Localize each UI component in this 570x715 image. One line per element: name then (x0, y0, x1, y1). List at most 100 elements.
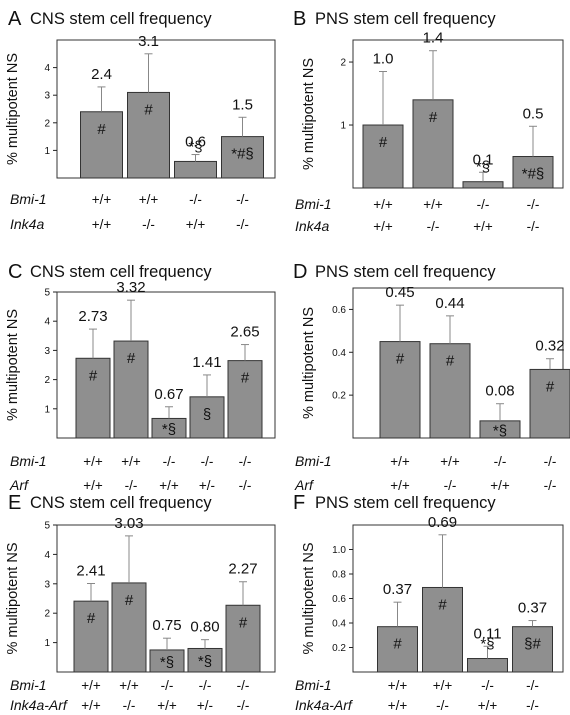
significance-mark: # (97, 121, 106, 138)
y-axis-label: % multipotent NS (5, 309, 21, 421)
panel-title: PNS stem cell frequency (315, 263, 496, 281)
genotype-row-label: Arf (294, 477, 315, 493)
bar (377, 626, 418, 673)
panel-letter: F (293, 492, 305, 514)
significance-mark: *§ (476, 159, 490, 176)
significance-mark: *§ (493, 422, 507, 439)
value-label: 0.69 (428, 514, 457, 531)
value-label: 0.67 (154, 386, 183, 403)
bar (221, 136, 264, 179)
bar (462, 181, 504, 189)
genotype-value: +/+ (157, 698, 177, 713)
y-tick-label: 0.4 (332, 348, 346, 359)
significance-mark: # (393, 636, 402, 653)
y-tick-label: 2 (44, 375, 50, 386)
panel-c: C CNS stem cell frequency % multipotent NS… (5, 261, 276, 493)
genotype-row-label: Ink4a-Arf (10, 697, 69, 713)
genotype-value: -/- (494, 454, 507, 469)
genotype-value: -/- (239, 478, 252, 493)
value-label: 1.4 (423, 30, 444, 47)
genotype-value: -/- (239, 454, 252, 469)
y-tick-label: 1 (44, 638, 50, 649)
value-label: 3.03 (114, 515, 143, 532)
genotype-value: +/+ (83, 478, 103, 493)
plot-area (352, 39, 564, 189)
significance-mark: *§ (188, 138, 202, 155)
y-tick-label: 3 (44, 91, 50, 102)
significance-mark: # (239, 614, 248, 631)
y-tick-label: 3 (44, 579, 50, 590)
significance-mark: §# (524, 636, 541, 653)
value-label: 0.32 (535, 338, 564, 355)
y-axis-label: % multipotent NS (301, 307, 317, 419)
genotype-value: -/- (436, 698, 449, 713)
value-label: 0.6 (185, 134, 206, 151)
bar (75, 357, 111, 439)
panel-a: A CNS stem cell frequency % multipotent NS… (5, 8, 276, 232)
genotype-row-label: Bmi-1 (295, 196, 332, 212)
significance-mark: *§ (480, 636, 494, 653)
panel-title: PNS stem cell frequency (315, 10, 496, 28)
genotype-value: -/- (199, 678, 212, 693)
genotype-value: -/- (189, 192, 202, 207)
genotype-value: -/- (163, 454, 176, 469)
genotype-value: +/+ (373, 197, 393, 212)
y-tick-label: 1 (44, 404, 50, 415)
y-axis-label: % multipotent NS (301, 542, 317, 654)
genotype-value: -/- (477, 197, 490, 212)
bar (529, 368, 570, 439)
genotype-value: +/+ (473, 219, 493, 234)
significance-mark: *#§ (231, 146, 254, 163)
genotype-value: -/- (142, 217, 155, 232)
y-tick-label: 0.4 (332, 619, 346, 630)
bar (512, 156, 554, 189)
genotype-value: +/+ (81, 698, 101, 713)
genotype-row-label: Ink4a (10, 216, 44, 232)
significance-mark: # (87, 610, 96, 627)
genotype-value: +/+ (139, 192, 159, 207)
significance-mark: # (396, 351, 405, 368)
y-tick-label: 3 (44, 346, 50, 357)
genotype-value: -/- (526, 698, 539, 713)
significance-mark: # (446, 353, 455, 370)
genotype-value: -/- (201, 454, 214, 469)
genotype-value: +/+ (433, 678, 453, 693)
panel-title: CNS stem cell frequency (30, 263, 212, 281)
genotype-value: +/+ (388, 678, 408, 693)
genotype-row-label: Ink4a-Arf (295, 697, 354, 713)
genotype-value: -/- (544, 478, 557, 493)
genotype-row-label: Bmi-1 (10, 453, 47, 469)
significance-mark: # (438, 596, 447, 613)
bar (73, 600, 109, 673)
genotype-value: +/+ (186, 217, 206, 232)
value-label: 1.5 (232, 96, 253, 113)
bar (429, 343, 471, 439)
value-label: 0.08 (485, 383, 514, 400)
significance-mark: # (144, 101, 153, 118)
genotype-value: +/+ (490, 478, 510, 493)
genotype-row-label: Bmi-1 (10, 677, 47, 693)
panel-letter: E (8, 492, 21, 514)
y-axis-label: % multipotent NS (301, 58, 317, 170)
genotype-row-label: Arf (9, 477, 30, 493)
bar (467, 658, 508, 673)
bar (111, 582, 147, 673)
bar (227, 360, 263, 439)
bar (412, 99, 454, 189)
y-tick-label: 5 (44, 288, 50, 299)
significance-mark: # (241, 370, 250, 387)
value-label: 2.41 (76, 563, 105, 580)
significance-mark: *§ (162, 421, 176, 438)
panel-letter: B (293, 8, 306, 30)
value-label: 2.4 (91, 66, 112, 83)
value-label: 0.44 (435, 295, 464, 312)
genotype-value: +/+ (440, 454, 460, 469)
genotype-value: -/- (527, 197, 540, 212)
value-label: 0.37 (518, 600, 547, 617)
value-label: 0.37 (383, 581, 412, 598)
genotype-value: -/- (526, 678, 539, 693)
value-label: 0.11 (473, 625, 501, 642)
genotype-value: -/- (236, 217, 249, 232)
panel-letter: C (8, 261, 22, 283)
panel-title: PNS stem cell frequency (315, 494, 496, 512)
